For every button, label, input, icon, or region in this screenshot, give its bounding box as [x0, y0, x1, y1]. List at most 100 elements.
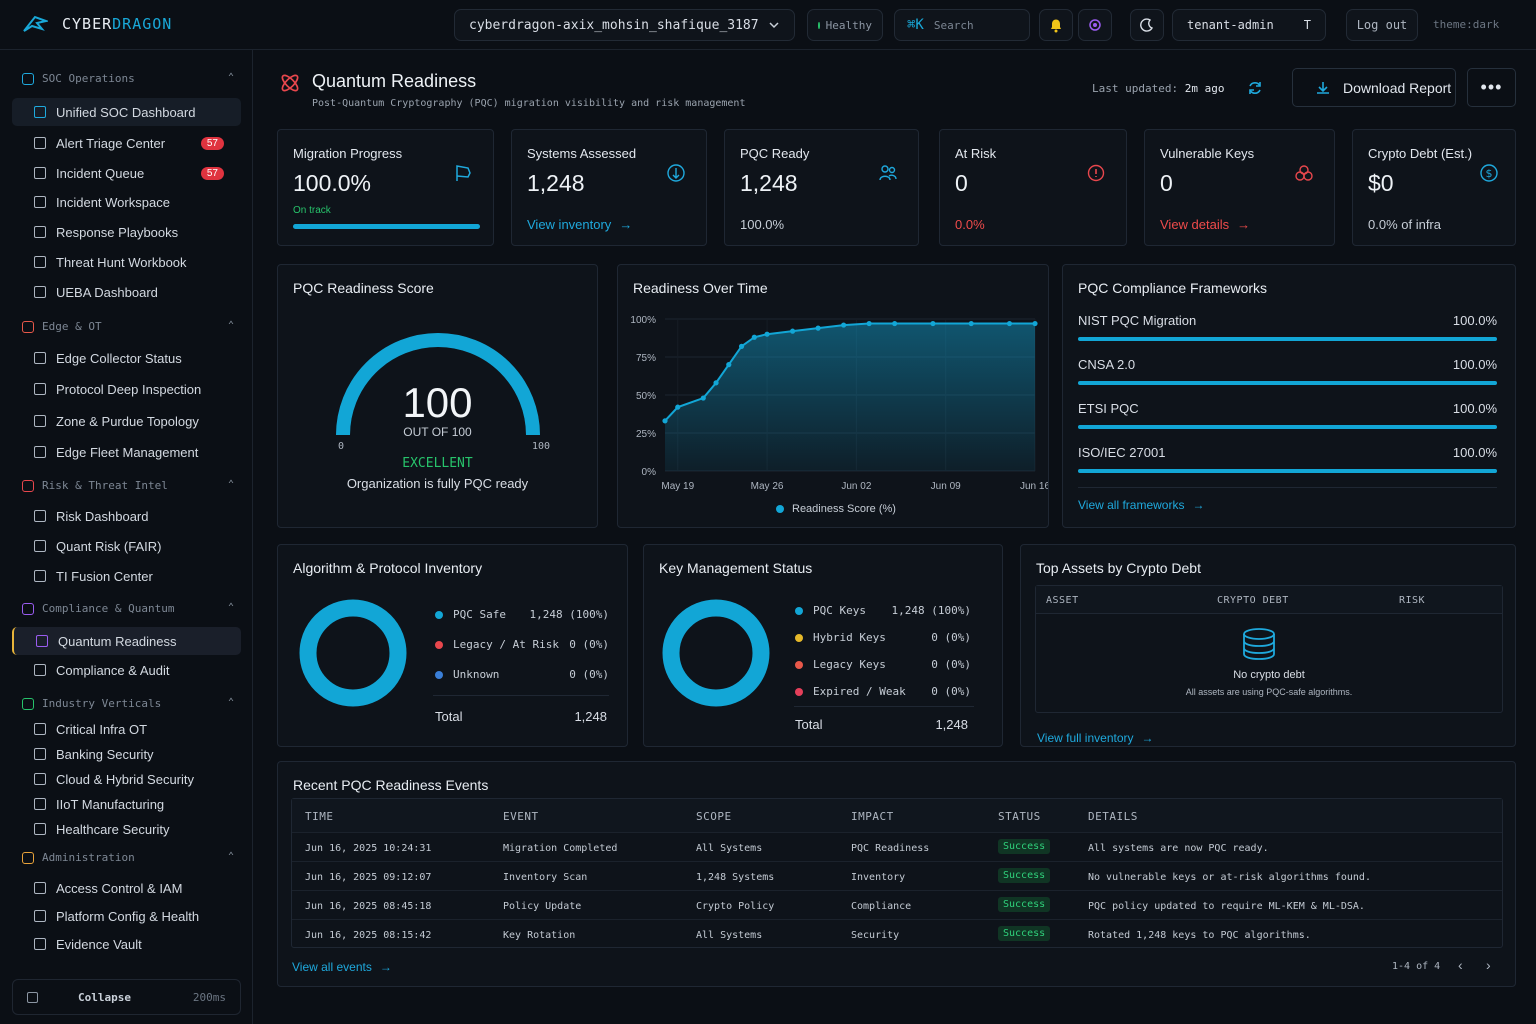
table-row[interactable]: Jun 16, 2025 08:45:18 Policy Update Crypto…	[292, 890, 1502, 919]
ai-assistant-button[interactable]	[1078, 9, 1112, 41]
data-point[interactable]	[726, 362, 732, 368]
framework-row[interactable]: CNSA 2.0 100.0%	[1078, 357, 1497, 385]
data-point[interactable]	[815, 325, 821, 331]
data-point[interactable]	[866, 320, 872, 327]
data-point[interactable]	[764, 331, 770, 337]
sidebar-item-access-control-iam[interactable]: Access Control & IAM	[12, 874, 241, 902]
next-page-button[interactable]: ›	[1486, 957, 1491, 973]
user-menu[interactable]: tenant-admin T	[1172, 9, 1326, 41]
data-point[interactable]	[713, 380, 719, 386]
calculator-icon	[34, 540, 46, 552]
cell-event: Migration Completed	[503, 843, 618, 854]
chart-icon	[34, 510, 46, 522]
search-box[interactable]: ⌘K Search	[894, 9, 1030, 41]
theme-toggle-button[interactable]	[1130, 9, 1164, 41]
sidebar-item-compliance-audit[interactable]: Compliance & Audit	[12, 656, 241, 684]
collapse-label: Collapse	[78, 990, 131, 1004]
sidebar-item-incident-queue[interactable]: Incident Queue 57	[12, 159, 241, 187]
framework-name: CNSA 2.0	[1078, 357, 1136, 372]
cell-time: Jun 16, 2025 09:12:07	[305, 872, 432, 883]
sidebar-item-edge-fleet-management[interactable]: Edge Fleet Management	[12, 438, 241, 466]
sidebar-item-threat-hunt-workbook[interactable]: Threat Hunt Workbook	[12, 248, 241, 276]
tenant-selector[interactable]: cyberdragon-axix_mohsin_shafique_3187	[454, 9, 795, 41]
data-point[interactable]	[930, 320, 936, 327]
sidebar-section-4[interactable]: Industry Verticals ⌃	[22, 697, 234, 710]
sidebar-item-incident-workspace[interactable]: Incident Workspace	[12, 188, 241, 216]
data-point[interactable]	[1032, 320, 1038, 327]
sidebar-item-quantum-readiness[interactable]: Quantum Readiness	[12, 627, 241, 655]
table-row[interactable]: Jun 16, 2025 08:15:42 Key Rotation All Sys…	[292, 919, 1502, 948]
view-all-frameworks-link[interactable]: View all frameworks →	[1078, 498, 1204, 512]
sidebar-section-1[interactable]: Edge & OT ⌃	[22, 320, 234, 333]
sidebar-item-label: Quant Risk (FAIR)	[56, 538, 162, 554]
logout-button[interactable]: Log out	[1346, 9, 1418, 41]
sidebar-item-response-playbooks[interactable]: Response Playbooks	[12, 218, 241, 246]
sidebar-item-healthcare-security[interactable]: Healthcare Security	[12, 815, 241, 843]
data-point[interactable]	[675, 404, 681, 410]
kpi-status: On track	[293, 205, 331, 216]
sidebar-section-5[interactable]: Administration ⌃	[22, 851, 234, 864]
framework-row[interactable]: ETSI PQC 100.0%	[1078, 401, 1497, 429]
sidebar-item-protocol-deep-inspection[interactable]: Protocol Deep Inspection	[12, 375, 241, 403]
data-point[interactable]	[738, 343, 745, 349]
hunt-icon	[34, 256, 46, 268]
notifications-button[interactable]	[1039, 9, 1073, 41]
health-status[interactable]: Healthy	[807, 9, 883, 41]
sidebar-item-ti-fusion-center[interactable]: TI Fusion Center	[12, 562, 241, 590]
view-inventory-link[interactable]: View inventory →	[527, 217, 632, 232]
framework-progress-bar	[1078, 381, 1497, 385]
data-point[interactable]	[700, 395, 706, 401]
sidebar-section-0[interactable]: SOC Operations ⌃	[22, 72, 234, 85]
sidebar-item-banking-security[interactable]: Banking Security	[12, 740, 241, 768]
sidebar-item-critical-infra-ot[interactable]: Critical Infra OT	[12, 715, 241, 743]
sidebar-item-edge-collector-status[interactable]: Edge Collector Status	[12, 344, 241, 372]
chevron-up-icon: ⌃	[227, 72, 234, 83]
sidebar-item-cloud-hybrid-security[interactable]: Cloud & Hybrid Security	[12, 765, 241, 793]
data-point[interactable]	[892, 320, 898, 327]
cell-impact: PQC Readiness	[851, 843, 930, 854]
sidebar-item-alert-triage-center[interactable]: Alert Triage Center 57	[12, 129, 241, 157]
y-tick-label: 75%	[636, 353, 656, 364]
cell-scope: Crypto Policy	[696, 901, 775, 912]
key-management-card: Key Management Status Total 1,248 PQC Ke…	[643, 544, 1003, 747]
table-row[interactable]: Jun 16, 2025 09:12:07 Inventory Scan 1,248…	[292, 861, 1502, 890]
sidebar-item-platform-config-health[interactable]: Platform Config & Health	[12, 902, 241, 930]
view-details-link[interactable]: View details →	[1160, 217, 1250, 232]
cell-status: Success	[998, 926, 1051, 941]
data-point[interactable]	[1006, 320, 1013, 327]
col-header: IMPACT	[851, 810, 894, 823]
sidebar-section-3[interactable]: Compliance & Quantum ⌃	[22, 602, 234, 615]
prev-page-button[interactable]: ‹	[1458, 957, 1463, 973]
framework-row[interactable]: NIST PQC Migration 100.0%	[1078, 313, 1497, 341]
sidebar-item-unified-soc-dashboard[interactable]: Unified SOC Dashboard	[12, 98, 241, 126]
data-point[interactable]	[968, 320, 974, 327]
brand-logo[interactable]: CYBERDRAGON	[22, 15, 172, 33]
y-tick-label: 25%	[636, 429, 656, 440]
sidebar-item-risk-dashboard[interactable]: Risk Dashboard	[12, 502, 241, 530]
sidebar-item-zone-purdue-topology[interactable]: Zone & Purdue Topology	[12, 407, 241, 435]
kpi-at-risk: At Risk 0 0.0%	[939, 129, 1127, 246]
refresh-icon[interactable]	[1247, 80, 1263, 96]
user-name: tenant-admin	[1187, 18, 1274, 32]
sidebar-item-evidence-vault[interactable]: Evidence Vault	[12, 930, 241, 958]
crypto-debt-card: Top Assets by Crypto Debt ASSET CRYPTO D…	[1020, 544, 1516, 747]
data-point[interactable]	[789, 328, 796, 334]
sidebar-item-quant-risk-fair-[interactable]: Quant Risk (FAIR)	[12, 532, 241, 560]
collapse-sidebar-button[interactable]: Collapse 200ms	[12, 979, 241, 1015]
framework-row[interactable]: ISO/IEC 27001 100.0%	[1078, 445, 1497, 473]
legend-swatch	[795, 606, 803, 615]
count-badge: 57	[200, 166, 224, 180]
data-point[interactable]	[841, 322, 847, 328]
data-point[interactable]	[662, 418, 668, 424]
cell-scope: 1,248 Systems	[696, 872, 775, 883]
sidebar-section-2[interactable]: Risk & Threat Intel ⌃	[22, 479, 234, 492]
sidebar-item-iiot-manufacturing[interactable]: IIoT Manufacturing	[12, 790, 241, 818]
sidebar-item-ueba-dashboard[interactable]: UEBA Dashboard	[12, 278, 241, 306]
download-report-button[interactable]: Download Report	[1292, 68, 1456, 107]
view-all-events-link[interactable]: View all events →	[292, 960, 392, 974]
data-point[interactable]	[751, 334, 757, 340]
clipboard-icon	[34, 664, 46, 676]
table-row[interactable]: Jun 16, 2025 10:24:31 Migration Completed…	[292, 832, 1502, 861]
view-full-inventory-link[interactable]: View full inventory →	[1037, 731, 1154, 745]
more-options-button[interactable]: •••	[1467, 68, 1516, 107]
